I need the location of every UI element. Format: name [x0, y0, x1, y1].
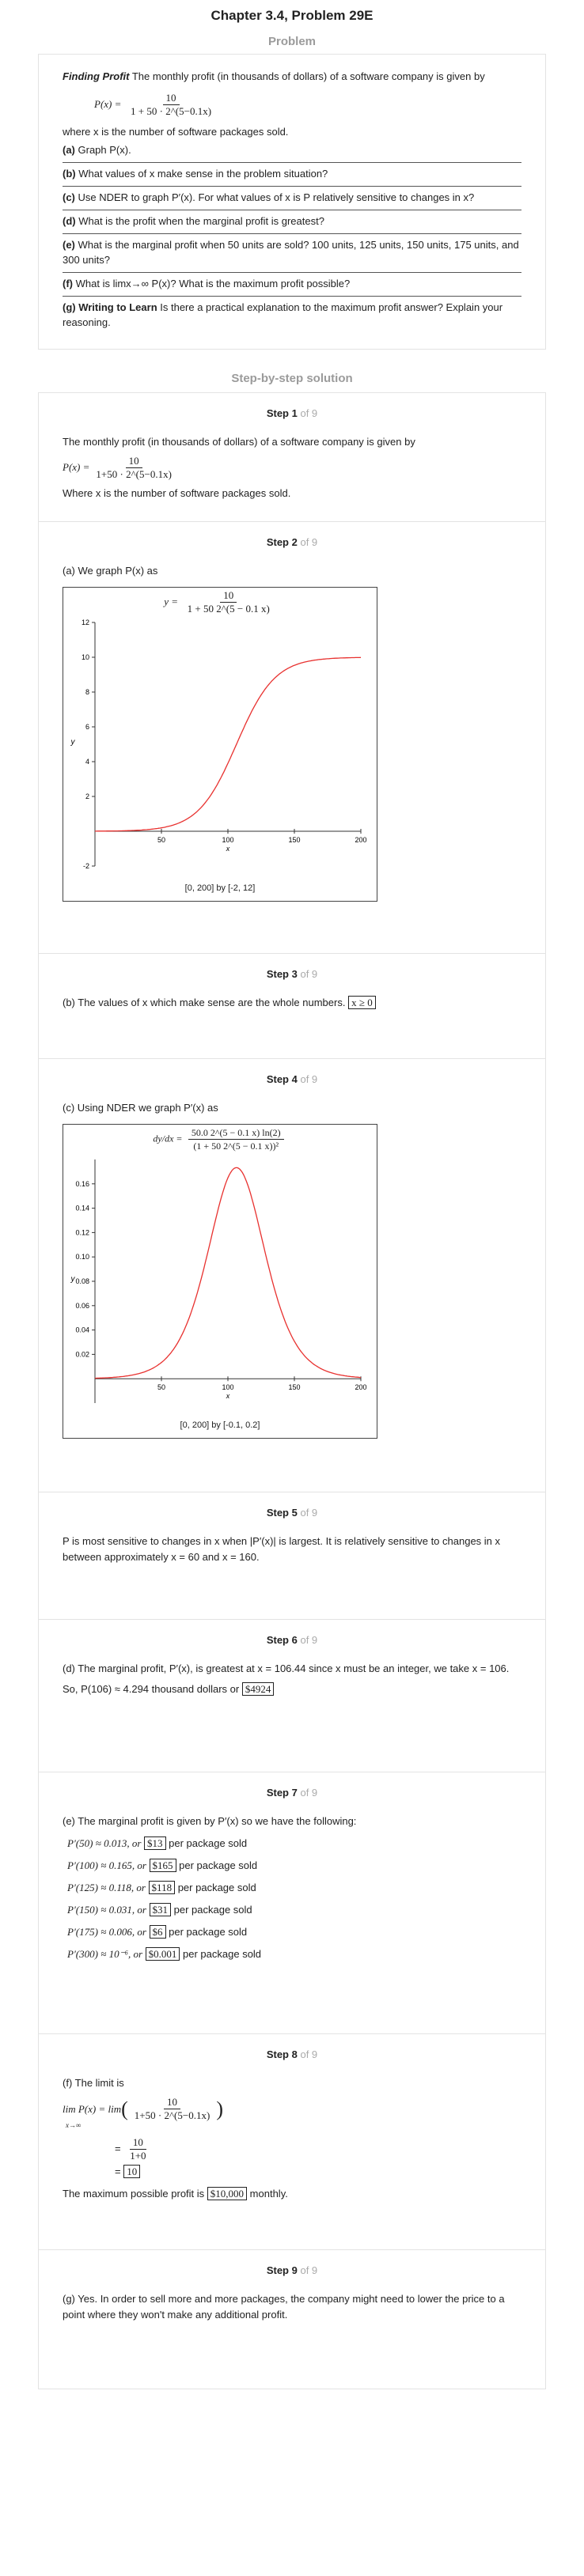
step-8-answer: $10,000	[207, 2187, 248, 2200]
y-tick-label: 0.06	[75, 1302, 89, 1310]
problem-lead: Finding Profit The monthly profit (in th…	[63, 70, 485, 82]
marginal-row: P′(175) ≈ 0.006, or $6 per package sold	[67, 1925, 248, 1939]
y-tick-label: 0.16	[75, 1180, 89, 1188]
x-axis-label: x	[226, 845, 230, 853]
y-tick-label: 2	[85, 792, 89, 800]
step-1-text2: Where x is the number of software packag…	[63, 487, 291, 499]
y-tick-label: 12	[82, 618, 89, 626]
step-6-answer: $4924	[241, 1682, 275, 1696]
marginal-row: P′(100) ≈ 0.165, or $165 per package sol…	[67, 1859, 258, 1872]
problem-formula: P(x) = 10 1 + 50 · 2^(5−0.1x)	[94, 92, 212, 117]
graph-dp: dy/dx = 50.0 2^(5 − 0.1 x) ln(2) (1 + 50 …	[63, 1124, 377, 1439]
step-4: Step 4 of 9 (c) Using NDER we graph P′(x…	[38, 1059, 546, 1492]
solution-heading: Step-by-step solution	[231, 372, 353, 385]
curve-line	[95, 656, 362, 832]
problem-item: (d) What is the profit when the marginal…	[63, 210, 521, 234]
x-tick-label: 200	[355, 1383, 366, 1391]
problem-item: (e) What is the marginal profit when 50 …	[63, 234, 521, 273]
step-3-text: (b) The values of x which make sense are…	[63, 997, 346, 1008]
problem-heading: Problem	[267, 35, 316, 48]
step-2-text: (a) We graph P(x) as	[63, 565, 158, 577]
page-title: Chapter 3.4, Problem 29E	[210, 8, 374, 23]
problem-items: (a) Graph P(x). (b) What values of x make…	[63, 139, 521, 335]
y-tick-label: -2	[83, 862, 89, 870]
y-tick-label: 6	[85, 723, 89, 731]
step-1-text: The monthly profit (in thousands of doll…	[63, 436, 415, 448]
problem-item: (c) Use NDER to graph P′(x). For what va…	[63, 187, 521, 210]
marginal-rows: P′(50) ≈ 0.013, or $13 per package sold P…	[67, 1836, 521, 1962]
marginal-row: P′(300) ≈ 10⁻⁶, or $0.001 per package so…	[67, 1947, 262, 1961]
y-tick-label: 10	[82, 653, 89, 661]
marginal-row: P′(50) ≈ 0.013, or $13 per package sold	[67, 1836, 248, 1850]
step-6: Step 6 of 9 (d) The marginal profit, P′(…	[38, 1620, 546, 1772]
y-axis-label: y	[70, 738, 76, 747]
problem-item: (g) Writing to Learn Is there a practica…	[63, 301, 503, 328]
problem-item: (b) What values of x make sense in the p…	[63, 163, 521, 187]
marginal-profit-plot: 0.02 0.04 0.06 0.08 0.10 0.12 0.14 0.16 50 100 150…	[70, 1159, 367, 1403]
x-tick-label: 150	[288, 1383, 300, 1391]
y-tick-label: 0.10	[75, 1253, 89, 1261]
problem-box: Finding Profit The monthly profit (in th…	[38, 54, 546, 350]
marginal-row: P′(150) ≈ 0.031, or $31 per package sold	[67, 1903, 252, 1916]
step-5-text: P is most sensitive to changes in x when…	[63, 1535, 501, 1563]
step-6-text: (d) The marginal profit, P′(x), is great…	[63, 1662, 510, 1674]
x-tick-label: 200	[355, 836, 366, 844]
y-tick-label: 4	[85, 758, 89, 766]
x-tick-label: 50	[157, 836, 165, 844]
graph-p: y = 10 1 + 50 2^(5 − 0.1 x) -2 2 4 6 8 10 12 50 1…	[63, 587, 377, 902]
x-tick-label: 100	[222, 836, 233, 844]
step-4-text: (c) Using NDER we graph P′(x) as	[63, 1102, 218, 1114]
profit-curve-plot: -2 2 4 6 8 10 12 50 100 150 200 x y	[70, 618, 367, 870]
step-1: Step 1 of 9 The monthly profit (in thous…	[38, 392, 546, 522]
x-tick-label: 50	[157, 1383, 165, 1391]
step-3: Step 3 of 9 (b) The values of x which ma…	[38, 954, 546, 1059]
y-tick-label: 0.04	[75, 1326, 89, 1334]
step-7: Step 7 of 9 (e) The marginal profit is g…	[38, 1772, 546, 2034]
graph-window: [0, 200] by [-2, 12]	[184, 883, 256, 893]
step-5: Step 5 of 9 P is most sensitive to chang…	[38, 1492, 546, 1620]
step-9: Step 9 of 9 (g) Yes. In order to sell mo…	[38, 2250, 546, 2389]
y-tick-label: 0.08	[75, 1277, 89, 1285]
step-9-text: (g) Yes. In order to sell more and more …	[63, 2293, 505, 2321]
x-tick-label: 150	[288, 836, 300, 844]
y-tick-label: 0.12	[75, 1228, 89, 1236]
problem-item: (f) What is limx→∞ P(x)? What is the max…	[63, 273, 521, 297]
y-tick-label: 0.02	[75, 1350, 89, 1358]
step-8-text: (f) The limit is	[63, 2077, 124, 2089]
step-3-answer: x ≥ 0	[348, 996, 376, 1009]
limit-expr: lim P(x) = lim	[63, 2102, 122, 2115]
step-8: Step 8 of 9 (f) The limit is lim P(x) = …	[38, 2034, 546, 2250]
problem-after: where x is the number of software packag…	[63, 126, 289, 138]
step-7-text: (e) The marginal profit is given by P′(x…	[63, 1815, 357, 1827]
x-tick-label: 100	[222, 1383, 233, 1391]
problem-item: (a) Graph P(x).	[63, 139, 521, 163]
graph-window: [0, 200] by [-0.1, 0.2]	[180, 1420, 260, 1430]
y-axis-label: y	[70, 1275, 76, 1284]
step-2: Step 2 of 9 (a) We graph P(x) as y = 10 1…	[38, 522, 546, 954]
y-tick-label: 8	[85, 688, 89, 696]
curve-line	[95, 1167, 362, 1379]
y-tick-label: 0.14	[75, 1205, 89, 1212]
marginal-row: P′(125) ≈ 0.118, or $118 per package sol…	[67, 1881, 256, 1894]
x-axis-label: x	[226, 1392, 230, 1400]
steps: Step 1 of 9 The monthly profit (in thous…	[38, 392, 546, 2389]
